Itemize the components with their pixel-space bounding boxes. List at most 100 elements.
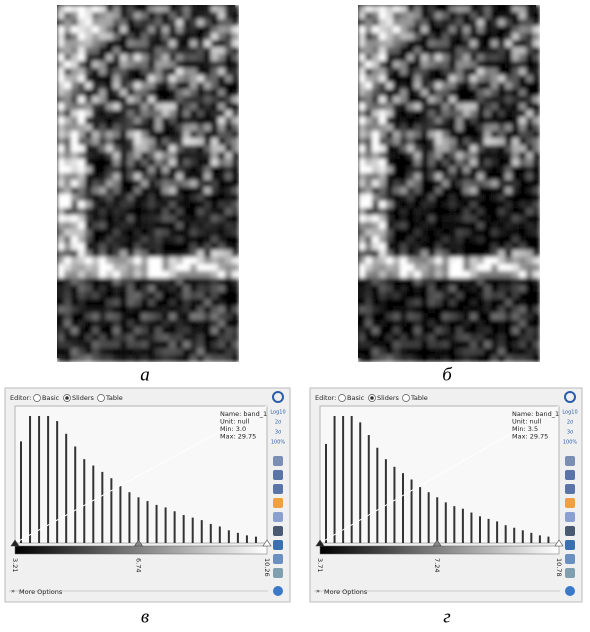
tool-icon[interactable] [565,554,575,564]
tool-icon[interactable] [273,554,283,564]
pixel [442,187,449,194]
tool-text[interactable]: 100% [563,440,578,446]
radio-button[interactable] [402,394,410,402]
pixel [57,341,64,348]
pixel [113,194,120,201]
pixel [106,47,113,54]
pixel [169,145,176,152]
tool-icon[interactable] [273,512,283,522]
pixel [99,47,106,54]
pixel [204,166,211,173]
pixel [204,208,211,215]
pixel [155,229,162,236]
pixel [442,117,449,124]
pixel [92,138,99,145]
pixel [435,89,442,96]
tool-icon[interactable] [565,568,575,578]
tool-icon[interactable] [564,391,576,403]
pixel [484,194,491,201]
tool-icon[interactable] [273,568,283,578]
pixel [477,355,484,362]
slider-handle[interactable] [10,539,20,547]
pixel [92,348,99,355]
slider-handle[interactable] [262,539,272,547]
slider-handle[interactable] [315,539,325,547]
slider-handle[interactable] [432,539,442,547]
tool-icon[interactable] [565,456,575,466]
pixel [155,47,162,54]
pixel [358,334,365,341]
radio-button[interactable] [97,394,105,402]
pixel [393,299,400,306]
tool-icon[interactable] [565,484,575,494]
tool-text[interactable]: Log10 [562,410,577,416]
tool-icon[interactable] [273,540,283,550]
pixel [155,54,162,61]
pixel [477,243,484,250]
radio-button[interactable] [338,394,346,402]
pixel [498,96,505,103]
slider-handle[interactable] [554,539,564,547]
pixel [372,327,379,334]
tool-icon[interactable] [273,498,283,508]
pixel [120,285,127,292]
tool-text[interactable]: 3σ [567,430,574,436]
pixel [421,334,428,341]
radio-button[interactable] [33,394,41,402]
tool-icon[interactable] [273,526,283,536]
pixel [218,292,225,299]
info-text: Min: 3.5 [512,425,538,433]
tool-icon[interactable] [273,470,283,480]
histogram-bar [333,416,336,543]
tool-text[interactable]: 3σ [275,430,282,436]
tool-icon[interactable] [565,526,575,536]
tool-text[interactable]: 2σ [567,420,574,426]
pixel [372,187,379,194]
pixel [470,334,477,341]
more-options[interactable]: More Options [324,588,368,596]
pixel [526,82,533,89]
tool-icon[interactable] [565,512,575,522]
pixel [211,12,218,19]
tool-icon[interactable] [565,498,575,508]
histogram-bar [254,536,257,543]
tool-icon[interactable] [272,391,284,403]
tool-icon[interactable] [565,470,575,480]
pixel [498,68,505,75]
tool-text[interactable]: 2σ [275,420,282,426]
pixel [197,5,204,12]
pixel [57,299,64,306]
pixel [134,313,141,320]
tool-icon[interactable] [273,456,283,466]
pixel [218,152,225,159]
help-icon[interactable] [273,586,283,596]
pixel [190,257,197,264]
tool-text[interactable]: 100% [271,440,286,446]
pixel [400,124,407,131]
pixel [190,5,197,12]
tool-icon[interactable] [273,484,283,494]
help-icon[interactable] [565,586,575,596]
slider-label: 7.24 [433,558,441,572]
pixel [386,138,393,145]
pixel [526,12,533,19]
pixel [120,187,127,194]
slider-handle[interactable] [133,539,144,547]
pixel [407,355,414,362]
tool-text[interactable]: Log10 [270,410,285,416]
pixel [141,285,148,292]
pixel [106,292,113,299]
pixel [78,355,85,362]
tool-icon[interactable] [565,540,575,550]
pixel [190,313,197,320]
pixel [428,341,435,348]
pixel [407,215,414,222]
more-options[interactable]: More Options [19,588,63,596]
pixel [519,159,526,166]
pixel [456,110,463,117]
pixel [176,250,183,257]
pixel [498,5,505,12]
pixel [99,257,106,264]
pixel [386,257,393,264]
pixel [533,152,540,159]
